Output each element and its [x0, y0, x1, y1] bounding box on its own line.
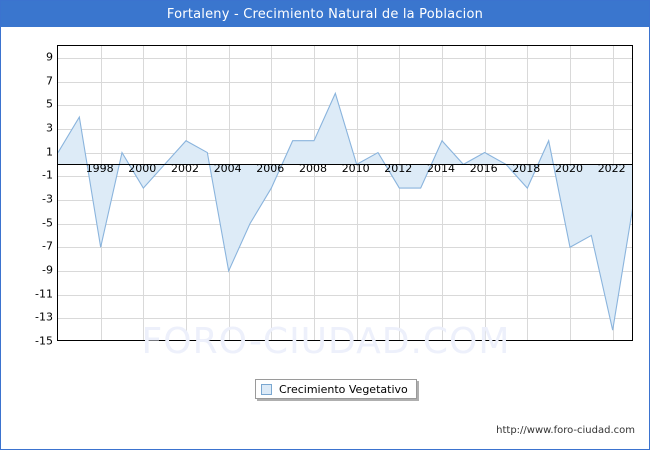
y-axis-tick-label: 5: [46, 97, 53, 111]
x-axis-labels: 1998 2000 2002 2004 2006 2008 2010 2012 2014 2016…: [57, 162, 633, 178]
y-axis-tick-label: 7: [46, 74, 53, 87]
y-axis-tick-label: 9: [46, 50, 53, 64]
y-axis-tick-label: -7: [42, 239, 53, 253]
x-axis-tick-label: 2002: [171, 162, 199, 175]
gridline-v: [484, 46, 486, 340]
legend-swatch-icon: [261, 383, 272, 395]
page-title-text: Fortaleny - Crecimiento Natural de la Po…: [166, 6, 484, 22]
x-axis-tick-label: 2020: [555, 162, 583, 175]
gridline-v: [143, 46, 145, 340]
x-axis-tick-label: 2018: [512, 162, 541, 175]
gridline-h: [58, 81, 632, 83]
gridline-v: [186, 46, 187, 340]
gridline-v: [271, 46, 273, 340]
zero-baseline: [58, 164, 632, 166]
y-axis-tick-label: 3: [46, 121, 53, 135]
gridline-v: [442, 46, 443, 340]
y-axis-tick-label: -1: [42, 168, 53, 182]
gridline-h: [58, 176, 632, 178]
footer-url: http://www.foro-ciudad.com: [496, 425, 635, 436]
legend-label: Crecimiento Vegetativo: [279, 382, 408, 396]
gridline-v: [399, 46, 401, 340]
y-axis-tick-label: -3: [42, 192, 53, 206]
gridline-h: [58, 199, 632, 201]
y-axis-tick-label: 1: [46, 145, 53, 159]
x-axis-tick-label: 2014: [427, 162, 455, 175]
y-axis-labels: 9 7 5 3 1 -1 -3 -5 -7 -9 -11 -13 -15: [1, 45, 53, 347]
plot-canvas: [57, 45, 633, 341]
gridline-h: [58, 318, 632, 320]
x-axis-tick-label: 2006: [256, 162, 285, 175]
gridline-h: [58, 223, 632, 225]
y-axis-tick-label: -13: [35, 310, 53, 324]
series-area-fill: [58, 93, 632, 331]
gridline-h: [58, 271, 632, 272]
gridline-h: [58, 247, 632, 249]
x-axis-tick-label: 2010: [341, 162, 370, 175]
x-axis-tick-label: 2004: [213, 162, 242, 175]
y-axis-tick-label: -11: [35, 287, 53, 301]
x-axis-tick-label: 2000: [128, 162, 157, 175]
series-crecimiento-vegetativo: [58, 91, 632, 331]
y-axis-tick-label: -15: [35, 334, 53, 348]
y-axis-tick-label: -5: [42, 216, 53, 230]
gridline-v: [314, 46, 315, 340]
x-axis-tick-label: 2008: [299, 162, 327, 175]
gridline-h: [58, 105, 632, 107]
x-axis-tick-label: 2016: [469, 162, 498, 175]
gridline-h: [58, 294, 632, 296]
gridline-h: [58, 57, 632, 59]
gridline-v: [356, 46, 358, 340]
gridline-v: [527, 46, 529, 340]
chart-legend: Crecimiento Vegetativo: [255, 379, 417, 399]
series-line: [58, 91, 632, 331]
page-title: Fortaleny - Crecimiento Natural de la Po…: [1, 1, 649, 27]
x-axis-tick-label: 1998: [85, 162, 114, 175]
y-axis-tick-label: -9: [42, 263, 53, 277]
plot-area: [57, 45, 633, 341]
x-axis-tick-label: 2012: [384, 162, 413, 175]
x-axis-tick-label: 2022: [597, 162, 626, 175]
